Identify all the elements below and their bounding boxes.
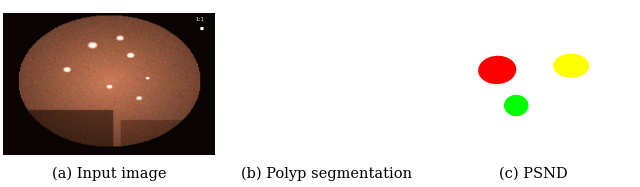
Text: (c) PSND: (c) PSND (499, 167, 568, 181)
Ellipse shape (504, 95, 529, 116)
Ellipse shape (271, 56, 310, 84)
Text: ■: ■ (200, 27, 204, 31)
Text: (b) Polyp segmentation: (b) Polyp segmentation (241, 167, 412, 181)
Text: (a) Input image: (a) Input image (52, 167, 166, 181)
Ellipse shape (340, 54, 376, 81)
Ellipse shape (478, 56, 516, 84)
Text: 1:1: 1:1 (195, 17, 204, 22)
Ellipse shape (296, 95, 323, 116)
Ellipse shape (553, 54, 589, 78)
